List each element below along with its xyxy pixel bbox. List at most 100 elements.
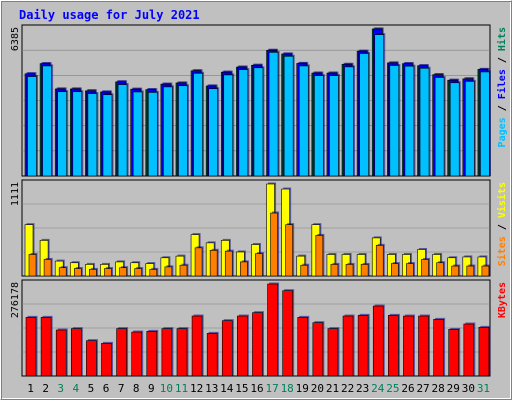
pages-bar	[193, 71, 205, 177]
pages-bar	[57, 90, 69, 177]
day-23-bars	[357, 313, 370, 377]
pages-bar	[117, 83, 129, 177]
day-30-bars	[462, 77, 476, 177]
day-13-bars	[205, 241, 219, 277]
pages-bar	[374, 33, 386, 177]
day-14-bars	[221, 319, 234, 377]
kbytes-bar-fill	[403, 315, 414, 377]
day-12-bars	[190, 69, 205, 177]
sites-bar-fill	[375, 245, 384, 277]
kbytes-bar	[86, 339, 98, 377]
day-28-bars	[432, 73, 446, 177]
sites-bar	[73, 267, 83, 277]
day-29-bars	[448, 327, 461, 377]
day-12-bars	[190, 233, 204, 277]
day-1-bars	[25, 315, 38, 377]
sites-bar-fill	[28, 254, 37, 277]
pages-bar-fill	[329, 75, 339, 177]
day-5-bars	[86, 339, 98, 377]
pages-bar	[298, 64, 310, 177]
pages-bar-fill	[208, 88, 218, 177]
kbytes-bar-fill	[161, 328, 173, 377]
pages-bar-fill	[102, 94, 113, 177]
sites-bar	[104, 267, 113, 277]
day-2-bars	[40, 315, 53, 377]
x-tick-label-day-24: 24	[371, 382, 385, 395]
day-19-bars	[296, 61, 310, 177]
day-11-bars	[175, 254, 189, 277]
y-max-label: 1111	[10, 182, 21, 206]
pages-bar	[253, 66, 265, 177]
x-tick-label-day-15: 15	[235, 382, 248, 395]
x-tick-label-day-3: 3	[57, 382, 64, 395]
kbytes-bar	[267, 282, 280, 377]
pages-bar	[283, 54, 295, 177]
day-31-bars	[478, 325, 491, 377]
sites-bar	[466, 264, 476, 277]
kbytes-bar-fill	[312, 322, 324, 377]
sites-bar	[43, 257, 53, 277]
kbytes-bar	[252, 311, 264, 377]
kbytes-bar-fill	[463, 323, 475, 377]
sites-bar	[255, 252, 264, 277]
kbytes-bar-fill	[297, 317, 309, 377]
kbytes-bar-fill	[237, 315, 248, 377]
day-31-bars	[477, 255, 491, 277]
x-tick-label-day-11: 11	[175, 382, 188, 395]
pages-bar	[344, 65, 356, 177]
sites-bar-fill	[270, 212, 278, 277]
kbytes-bar-fill	[372, 305, 384, 377]
day-31-bars	[477, 67, 491, 177]
legend-pages: Pages	[497, 117, 508, 147]
legend-separator: /	[497, 218, 508, 236]
kbytes-bar-fill	[146, 331, 158, 377]
day-22-bars	[341, 62, 356, 177]
day-20-bars	[311, 71, 325, 177]
day-2-bars	[39, 62, 54, 177]
kbytes-bar-fill	[418, 315, 429, 377]
kbytes-bar	[388, 313, 400, 377]
x-tick-label-day-25: 25	[386, 382, 399, 395]
x-tick-label-day-13: 13	[205, 382, 218, 395]
day-13-bars	[206, 331, 219, 377]
day-7-bars	[115, 80, 129, 177]
pages-bar	[404, 64, 416, 177]
kbytes-bar-fill	[478, 327, 490, 377]
sites-bar	[194, 246, 204, 277]
sites-bar	[134, 267, 144, 277]
x-tick-label-day-16: 16	[250, 382, 263, 395]
pages-bar-fill	[193, 73, 203, 177]
sites-bar	[421, 257, 431, 277]
sites-bar	[179, 263, 189, 277]
kbytes-bar	[146, 329, 159, 377]
day-1-bars	[24, 223, 38, 277]
sites-bar-fill	[43, 259, 52, 277]
kbytes-bar-fill	[282, 290, 293, 377]
x-tick-label-day-23: 23	[356, 382, 369, 395]
x-tick-label-day-10: 10	[160, 382, 173, 395]
pages-bar	[268, 50, 280, 177]
x-tick-label-day-17: 17	[265, 382, 278, 395]
day-3-bars	[54, 259, 68, 277]
sites-bar-fill	[73, 268, 82, 277]
pages-bar	[147, 90, 159, 177]
day-24-bars	[372, 304, 385, 377]
day-6-bars	[100, 90, 114, 177]
sites-bar	[300, 263, 310, 277]
pages-bar-fill	[87, 93, 98, 177]
day-10-bars	[160, 256, 174, 277]
panel-visits_sites: 1111 Sites / Visits	[10, 179, 508, 277]
day-8-bars	[131, 330, 144, 377]
day-26-bars	[403, 314, 415, 377]
kbytes-bar	[55, 328, 68, 377]
x-tick-label-day-9: 9	[148, 382, 155, 395]
day-22-bars	[341, 252, 355, 277]
pages-bar	[329, 74, 340, 177]
day-21-bars	[326, 71, 340, 177]
sites-bar	[360, 262, 370, 277]
pages-bar	[434, 75, 446, 177]
x-tick-label-day-14: 14	[220, 382, 234, 395]
kbytes-bar-fill	[176, 328, 188, 377]
sites-bar-fill	[330, 264, 339, 277]
